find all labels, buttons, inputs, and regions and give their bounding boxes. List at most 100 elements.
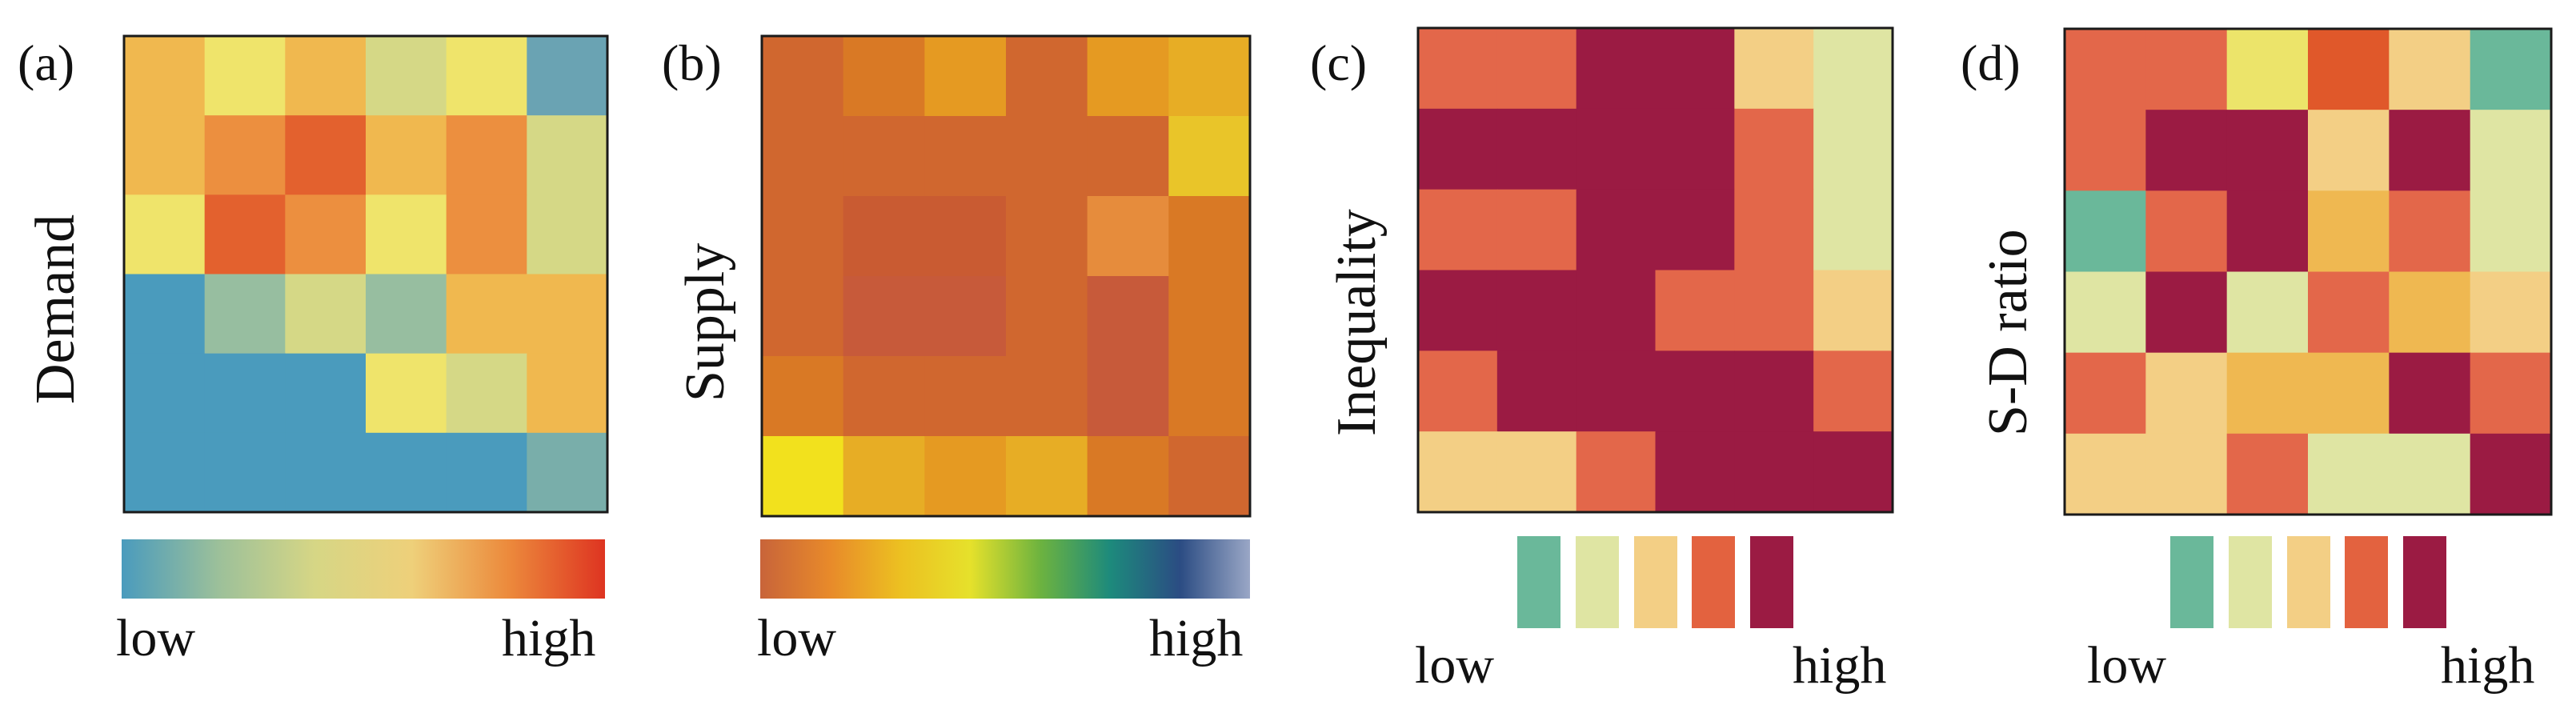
legend-swatch (2345, 536, 2389, 628)
heatmap-cell (1576, 431, 1657, 513)
heatmap-frame (122, 34, 609, 514)
heatmap-cell (924, 116, 1007, 197)
legend-swatch (2286, 536, 2330, 628)
heatmap-cell (204, 274, 286, 354)
heatmap-cell (204, 353, 286, 434)
heatmap-cell (446, 115, 527, 195)
heatmap-cell (2308, 29, 2390, 110)
y-axis-label: S-D ratio (1977, 229, 2039, 436)
heatmap-cell (1006, 36, 1088, 117)
legend-swatch (2228, 536, 2272, 628)
heatmap-cell (843, 436, 925, 517)
heatmap-cell (1006, 356, 1088, 437)
heatmap-cell (2145, 433, 2228, 515)
heatmap-cell (285, 194, 367, 275)
heatmap-cell (762, 436, 844, 517)
heatmap-cell (1655, 270, 1735, 351)
heatmap-cell (366, 194, 447, 275)
heatmap-cell (2065, 29, 2146, 110)
heatmap-cell (446, 353, 527, 434)
heatmap-cell (366, 353, 447, 434)
heatmap-cell (1168, 36, 1251, 117)
heatmap-cell (204, 194, 286, 275)
heatmap-cell (527, 353, 608, 434)
heatmap-cell (285, 115, 367, 195)
heatmap-cell (2145, 190, 2228, 273)
heatmap-cell (1418, 350, 1498, 432)
heatmap-cell (1734, 108, 1814, 190)
heatmap-cell (924, 356, 1007, 437)
y-axis-label: Demand (25, 214, 86, 404)
heatmap-frame (2063, 27, 2553, 516)
legend-low-label: low (2087, 636, 2166, 695)
heatmap-cell (446, 194, 527, 275)
heatmap-cell (1813, 431, 1893, 513)
heatmap-cell (2470, 352, 2552, 435)
heatmap-cell (1734, 431, 1814, 513)
legend-swatch (1575, 536, 1619, 628)
panel-a: (a) Demand low high (0, 0, 640, 713)
heatmap-grid (122, 34, 609, 514)
heatmap-cell (762, 196, 844, 277)
heatmap-cell (204, 432, 286, 513)
heatmap-cell (924, 36, 1007, 117)
heatmap-cell (1496, 431, 1577, 513)
heatmap-cell (2389, 29, 2471, 110)
heatmap-cell (2145, 271, 2228, 354)
heatmap-cell (1418, 270, 1498, 351)
legend-swatch (2403, 536, 2446, 628)
legend-high-label: high (2441, 636, 2535, 695)
heatmap-cell (204, 36, 286, 116)
heatmap-cell (924, 436, 1007, 517)
heatmap-cell (2226, 29, 2309, 110)
heatmap-cell (366, 36, 447, 116)
heatmap-cell (204, 115, 286, 195)
heatmap-cell (2470, 110, 2552, 191)
heatmap-cell (1734, 350, 1814, 432)
heatmap-cell (843, 356, 925, 437)
heatmap-cell (1576, 270, 1657, 351)
heatmap-cell (2226, 190, 2309, 273)
heatmap-cell (527, 274, 608, 354)
y-axis-label: Inequality (1326, 209, 1388, 436)
heatmap-cell (762, 356, 844, 437)
heatmap-cell (285, 274, 367, 354)
legend-swatch (1692, 536, 1736, 628)
colorbar (1517, 536, 1793, 628)
heatmap-cell (843, 116, 925, 197)
heatmap-cell (1813, 108, 1893, 190)
heatmap-cell (2389, 110, 2471, 191)
legend-high-label: high (1793, 636, 1887, 695)
legend-swatch (1633, 536, 1677, 628)
heatmap-cell (1418, 431, 1498, 513)
heatmap-cell (2065, 433, 2146, 515)
heatmap-cell (1496, 28, 1577, 110)
heatmap-cell (124, 274, 206, 354)
panel-d: (d) S-D ratio low high (1929, 0, 2576, 713)
panel-b: (b) Supply low high (640, 0, 1280, 713)
legend-swatch (1750, 536, 1793, 628)
heatmap-cell (1655, 189, 1735, 271)
heatmap-cell (1168, 116, 1251, 197)
heatmap-cell (843, 36, 925, 117)
heatmap-cell (2389, 271, 2471, 354)
heatmap-cell (124, 194, 206, 275)
heatmap-cell (2389, 352, 2471, 435)
heatmap-cell (1168, 196, 1251, 277)
y-axis-label: Supply (675, 242, 736, 402)
heatmap-cell (1813, 350, 1893, 432)
heatmap-cell (1087, 116, 1169, 197)
heatmap-cell (1576, 350, 1657, 432)
heatmap-cell (2065, 352, 2146, 435)
heatmap-cell (2470, 190, 2552, 273)
legend-swatch (1517, 536, 1560, 628)
heatmap-cell (1576, 108, 1657, 190)
heatmap-frame (1416, 26, 1894, 514)
heatmap-cell (1576, 189, 1657, 271)
heatmap-cell (2308, 352, 2390, 435)
heatmap-frame (760, 34, 1252, 518)
heatmap-cell (446, 432, 527, 513)
heatmap-cell (1168, 356, 1251, 437)
heatmap-cell (1006, 276, 1088, 357)
